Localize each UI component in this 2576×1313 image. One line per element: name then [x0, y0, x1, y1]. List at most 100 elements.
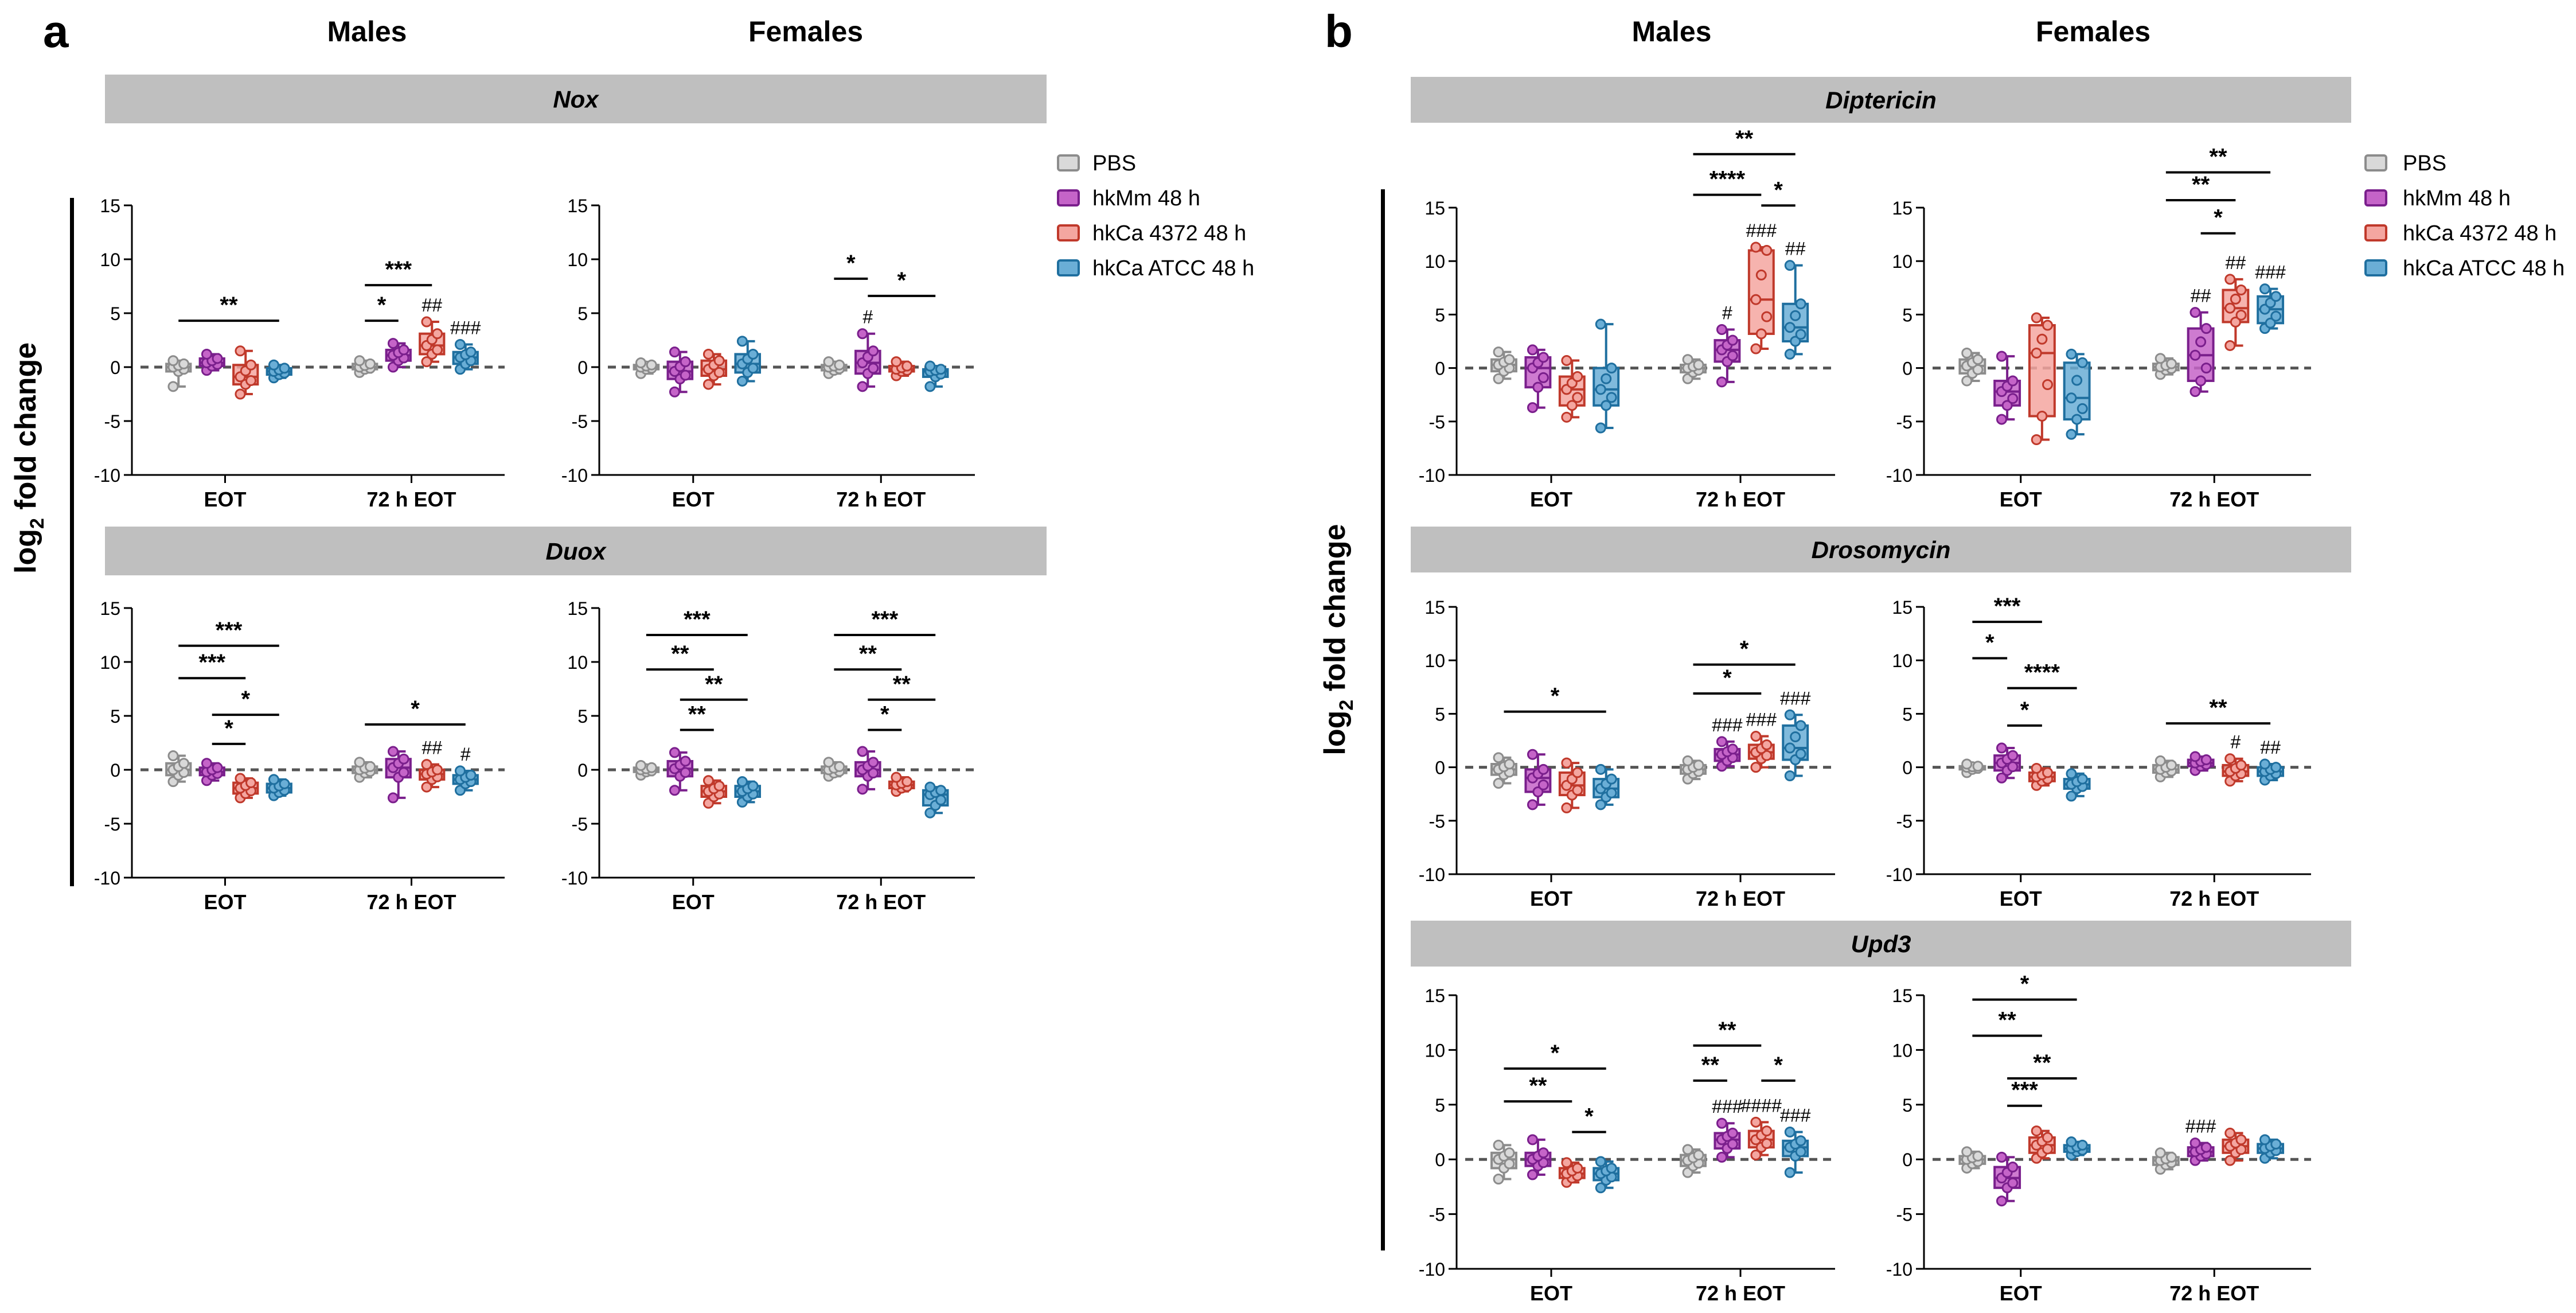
data-point — [1561, 355, 1572, 367]
box-72-h-eot-3: ## — [1782, 239, 1809, 360]
data-point — [1761, 750, 1773, 761]
significance-bracket: ** — [1693, 1018, 1762, 1047]
data-point — [1795, 298, 1806, 310]
data-point — [2270, 1138, 2282, 1150]
data-point — [1682, 1144, 1693, 1155]
data-point — [178, 358, 190, 369]
box-72-h-eot-1: ### — [1712, 1096, 1743, 1163]
box-eot-1 — [198, 348, 225, 376]
data-point — [1595, 1182, 1606, 1194]
y-tick-label: -5 — [1896, 1205, 1913, 1225]
significance-label: ** — [705, 672, 723, 697]
legend-swatch — [2364, 189, 2387, 207]
box-eot-0 — [1958, 758, 1986, 778]
significance-label: **** — [1709, 167, 1746, 192]
title-banner — [105, 527, 1047, 575]
data-point — [245, 359, 257, 371]
legend-swatch — [2364, 224, 2387, 241]
box-eot-3 — [2063, 768, 2091, 802]
data-point — [1504, 1147, 1515, 1159]
significance-bracket: ** — [680, 702, 714, 731]
data-point — [432, 344, 443, 356]
panel-b-ylabel: log2 fold change — [1318, 524, 1357, 755]
data-point — [2200, 1141, 2212, 1153]
significance-label: ** — [2033, 1050, 2051, 1076]
significance-label: ** — [859, 641, 877, 667]
box-eot-2 — [700, 775, 728, 809]
box-eot-1 — [1524, 344, 1552, 414]
data-point — [1727, 1138, 1738, 1150]
data-point — [2077, 357, 2088, 368]
box-eot-0 — [165, 355, 192, 392]
significance-bracket: * — [868, 702, 902, 731]
data-point — [868, 345, 879, 357]
data-point — [1572, 1162, 1583, 1174]
y-tick-label: 5 — [1435, 704, 1445, 724]
x-tick-label: EOT — [2000, 1281, 2042, 1305]
box-eot-2 — [700, 348, 728, 390]
hash-mark: ### — [1780, 688, 1811, 708]
significance-label: ** — [671, 641, 689, 667]
data-point — [2007, 761, 2019, 773]
x-tick-label: EOT — [672, 488, 715, 511]
data-point — [1784, 1167, 1796, 1178]
hash-mark: ### — [1780, 1105, 1811, 1126]
data-point — [2224, 1127, 2236, 1139]
data-point — [702, 775, 714, 786]
data-point — [2042, 767, 2054, 778]
y-tick-label: -10 — [1419, 465, 1445, 486]
box-eot-0 — [1490, 1139, 1517, 1185]
significance-label: *** — [871, 607, 898, 632]
data-point — [1527, 402, 1538, 414]
significance-label: * — [241, 687, 250, 712]
y-tick-label: 0 — [577, 357, 588, 378]
significance-label: *** — [2011, 1078, 2038, 1103]
legend-label: hkMm 48 h — [2403, 186, 2511, 211]
data-point — [680, 755, 691, 767]
significance-bracket: ** — [1693, 126, 1796, 155]
data-point — [2270, 762, 2282, 773]
data-point — [2042, 320, 2054, 331]
legend-swatch — [1057, 189, 1080, 207]
data-point — [1727, 743, 1738, 755]
data-point — [2235, 1134, 2247, 1146]
box-72-h-eot-1: ## — [2187, 286, 2215, 398]
box-72-h-eot-2: ### — [1746, 220, 1777, 354]
significance-bracket: ** — [868, 672, 936, 701]
data-point — [901, 360, 913, 372]
significance-bracket: ** — [2165, 144, 2271, 174]
data-point — [2155, 755, 2166, 766]
data-point — [268, 774, 279, 785]
data-point — [2042, 1143, 2054, 1155]
significance-bracket: * — [1761, 177, 1796, 207]
data-point — [669, 386, 680, 398]
significance-label: ** — [2209, 695, 2227, 720]
data-point — [1561, 802, 1572, 813]
x-tick-label: 72 h EOT — [2169, 488, 2259, 511]
data-point — [167, 355, 179, 367]
significance-bracket: * — [1504, 1041, 1606, 1070]
x-tick-label: EOT — [2000, 887, 2042, 910]
data-point — [2189, 1137, 2201, 1149]
y-tick-label: 15 — [1424, 985, 1445, 1006]
chart-title: Upd3 — [1851, 930, 1911, 957]
data-point — [2066, 392, 2077, 404]
box-eot-1 — [1993, 1151, 2021, 1207]
data-point — [279, 778, 290, 789]
y-tick-label: -5 — [1429, 412, 1445, 433]
data-point — [1784, 742, 1796, 754]
y-tick-label: -10 — [1419, 1259, 1445, 1280]
box-72-h-eot-0 — [1680, 1144, 1707, 1178]
box-72-h-eot-0 — [1680, 755, 1707, 785]
box-eot-0 — [1958, 1146, 1986, 1174]
data-point — [2166, 759, 2177, 771]
y-tick-label: 15 — [100, 196, 120, 216]
x-tick-label: EOT — [1530, 1281, 1572, 1305]
data-point — [2077, 1139, 2088, 1151]
data-point — [1795, 1135, 1806, 1147]
data-point — [2200, 323, 2212, 334]
data-point — [387, 746, 399, 757]
data-point — [365, 358, 376, 369]
